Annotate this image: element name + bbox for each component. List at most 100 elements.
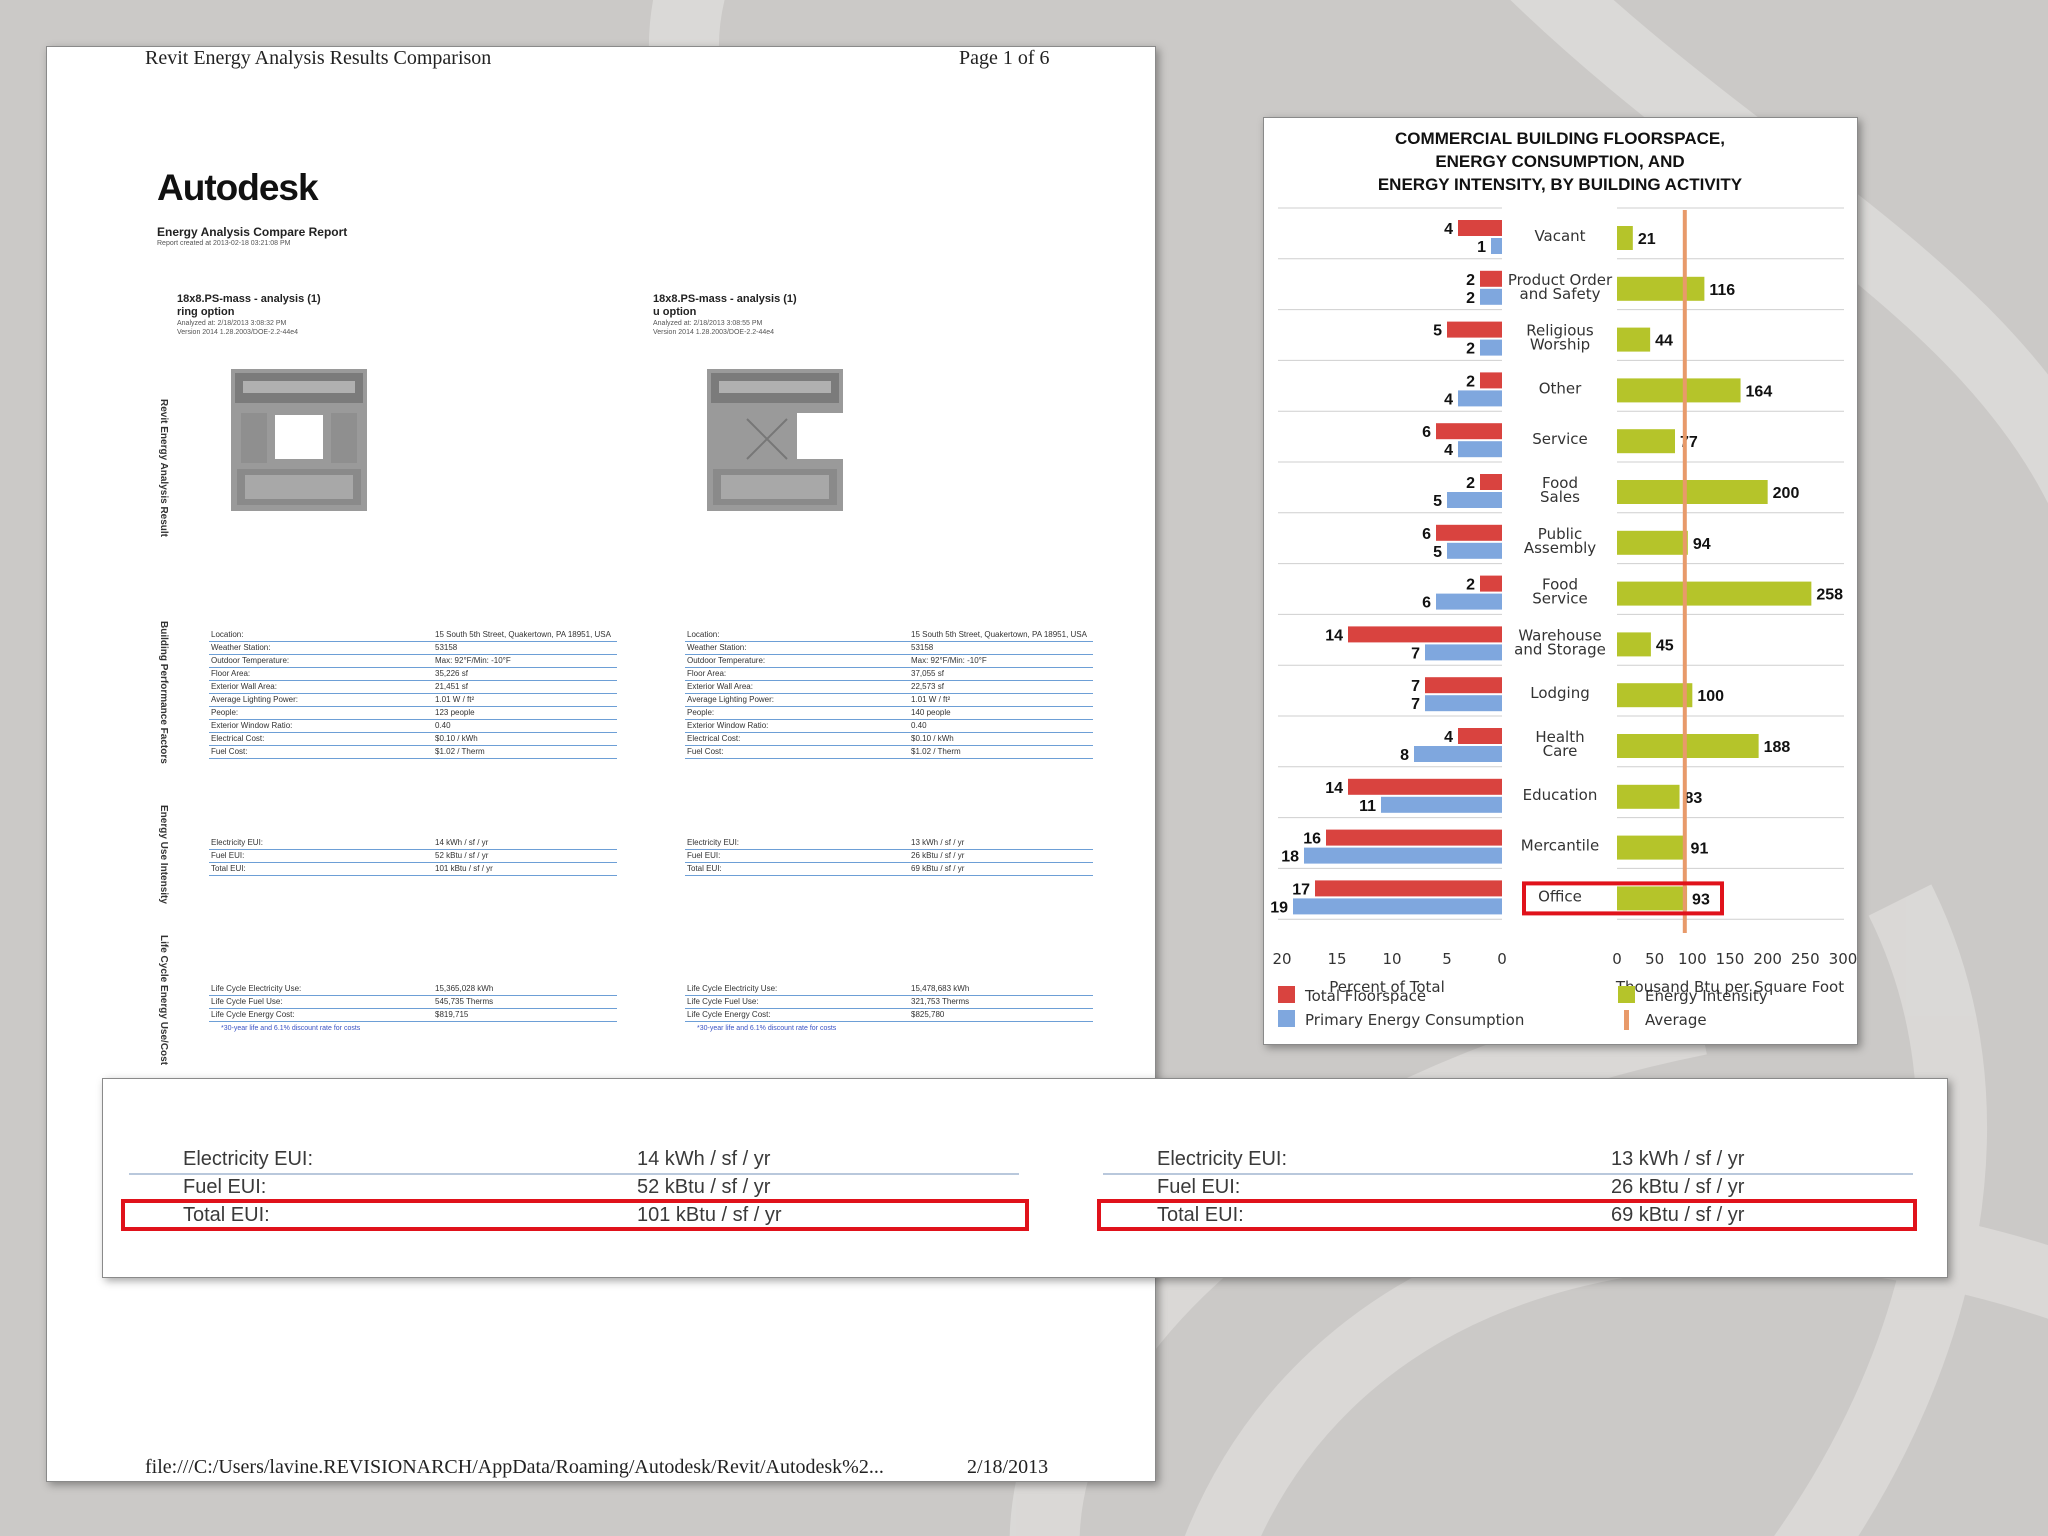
row-value: $0.10 / kWh [909, 732, 1093, 746]
legend-label: Energy Intensity [1645, 987, 1768, 1005]
consumption-bar [1480, 288, 1502, 305]
floorspace-bar [1436, 423, 1502, 440]
report-created: Report created at 2013-02-18 03:21:08 PM [157, 240, 291, 247]
life-cycle-note-right: *30-year life and 6.1% discount rate for… [697, 1025, 837, 1032]
floorspace-label: 16 [1303, 831, 1321, 848]
highlight-office-row [1522, 881, 1724, 916]
floorspace-label: 2 [1466, 272, 1475, 289]
option-name: u option [653, 306, 697, 318]
right-axis-tick: 150 [1716, 950, 1745, 968]
intensity-label: 21 [1638, 231, 1656, 248]
row-value: $819,715 [433, 1008, 617, 1022]
row-label: Electrical Cost: [685, 732, 909, 746]
row-label: Outdoor Temperature: [685, 654, 909, 668]
table-row: Location: 15 South 5th Street, Quakertown… [685, 629, 1093, 642]
chart-title: ENERGY CONSUMPTION, AND [1435, 152, 1684, 171]
table-row: Floor Area: 37,055 sf [685, 667, 1093, 681]
row-value: Max: 92°F/Min: -10°F [909, 654, 1093, 668]
intensity-label: 258 [1816, 587, 1843, 604]
row-label: Life Cycle Energy Cost: [685, 1008, 909, 1022]
version: Version 2014 1.28.2003/DOE-2.2-44e4 [653, 329, 775, 336]
category-label: Sales [1540, 488, 1580, 506]
row-value: 545,735 Therms [433, 995, 617, 1009]
table-row: Electricity EUI: 13 kWh / sf / yr [685, 837, 1093, 850]
intensity-bar [1617, 226, 1633, 250]
row-value: 13 kWh / sf / yr [909, 837, 1093, 850]
intensity-label: 44 [1655, 333, 1673, 350]
category-label: Health [1535, 728, 1584, 746]
page-header-title: Revit Energy Analysis Results Comparison [145, 47, 492, 69]
option-header-right: 18x8.PS-mass - analysis (1) u option Ana… [653, 293, 1113, 337]
consumption-label: 5 [1433, 544, 1442, 561]
consumption-label: 6 [1422, 595, 1431, 612]
category-label: Lodging [1530, 684, 1590, 702]
category-label: Vacant [1534, 227, 1585, 245]
category-label: Public [1538, 525, 1582, 543]
analysis-name: 18x8.PS-mass - analysis (1) [177, 293, 321, 305]
table-row: Life Cycle Fuel Use: 321,753 Therms [685, 995, 1093, 1009]
consumption-label: 18 [1281, 849, 1299, 866]
analyzed-time: Analyzed at: 2/18/2013 3:08:32 PM [177, 320, 287, 327]
row-value: $825,780 [909, 1008, 1093, 1022]
report-title: Energy Analysis Compare Report [157, 225, 348, 239]
legend-label: Primary Energy Consumption [1305, 1011, 1524, 1029]
floorspace-label: 17 [1292, 881, 1310, 898]
row-value: 21,451 sf [433, 680, 617, 694]
table-row: Location: 15 South 5th Street, Quakertown… [209, 629, 617, 642]
row-value: 15,365,028 kWh [433, 983, 617, 996]
option-name: ring option [177, 306, 235, 318]
intensity-label: 45 [1656, 637, 1674, 654]
table-row: Average Lighting Power: 1.01 W / ft² [685, 693, 1093, 707]
zoom-row-left-electricity: Electricity EUI: 14 kWh / sf / yr [129, 1147, 1019, 1175]
table-row: Outdoor Temperature: Max: 92°F/Min: -10°F [209, 654, 617, 668]
consumption-bar [1447, 542, 1502, 559]
row-label: Total EUI: [685, 862, 909, 876]
floorspace-bar [1315, 880, 1502, 897]
table-row: Fuel Cost: $1.02 / Therm [209, 745, 617, 759]
side-label-eui: Energy Use Intensity [158, 805, 169, 904]
intensity-label: 164 [1746, 383, 1773, 400]
row-value: 69 kBtu / sf / yr [909, 862, 1093, 876]
row-label: People: [209, 706, 433, 720]
row-label: Location: [685, 629, 909, 642]
page-number: Page 1 of 6 [959, 47, 1050, 69]
table-row: Exterior Window Ratio: 0.40 [685, 719, 1093, 733]
floorspace-bar [1348, 626, 1502, 643]
side-label-analysis-result: Revit Energy Analysis Result [158, 399, 169, 538]
intensity-label: 188 [1764, 739, 1791, 756]
floorspace-bar [1458, 220, 1502, 236]
consumption-label: 1 [1477, 239, 1486, 256]
consumption-bar [1293, 898, 1502, 915]
right-axis-label: Thousand Btu per Square Foot [1615, 978, 1844, 996]
category-label: Food [1542, 474, 1578, 492]
row-label: Floor Area: [685, 667, 909, 681]
legend-swatch [1278, 1010, 1295, 1027]
intensity-bar [1617, 480, 1768, 504]
table-row: Floor Area: 35,226 sf [209, 667, 617, 681]
row-value: 15 South 5th Street, Quakertown, PA 1895… [909, 629, 1093, 642]
consumption-label: 4 [1444, 391, 1453, 408]
table-row: Life Cycle Energy Cost: $825,780 [685, 1008, 1093, 1022]
consumption-label: 2 [1466, 290, 1475, 307]
intensity-bar [1617, 581, 1812, 606]
row-value: $0.10 / kWh [433, 732, 617, 746]
row-value: 123 people [433, 706, 617, 720]
floorspace-bar [1348, 778, 1502, 795]
category-label: Education [1523, 786, 1598, 804]
category-label: Warehouse [1518, 626, 1601, 644]
intensity-bar [1617, 429, 1676, 454]
row-label: Exterior Window Ratio: [209, 719, 433, 733]
table-row: Exterior Wall Area: 21,451 sf [209, 680, 617, 694]
chart-canvas: COMMERCIAL BUILDING FLOORSPACE, ENERGY CO… [1270, 129, 1857, 1030]
left-axis-tick: 0 [1497, 950, 1507, 968]
intensity-label: 100 [1697, 688, 1724, 705]
chart-title: COMMERCIAL BUILDING FLOORSPACE, [1395, 129, 1725, 148]
floorspace-bar [1480, 372, 1502, 389]
category-label: Religious [1526, 322, 1594, 340]
legend-label: Total Floorspace [1304, 987, 1426, 1005]
autodesk-logo: Autodesk [157, 167, 319, 208]
intensity-bar [1617, 378, 1741, 403]
floorspace-bar [1458, 728, 1502, 744]
table-row: Electrical Cost: $0.10 / kWh [685, 732, 1093, 746]
row-value: 26 kBtu / sf / yr [909, 849, 1093, 863]
